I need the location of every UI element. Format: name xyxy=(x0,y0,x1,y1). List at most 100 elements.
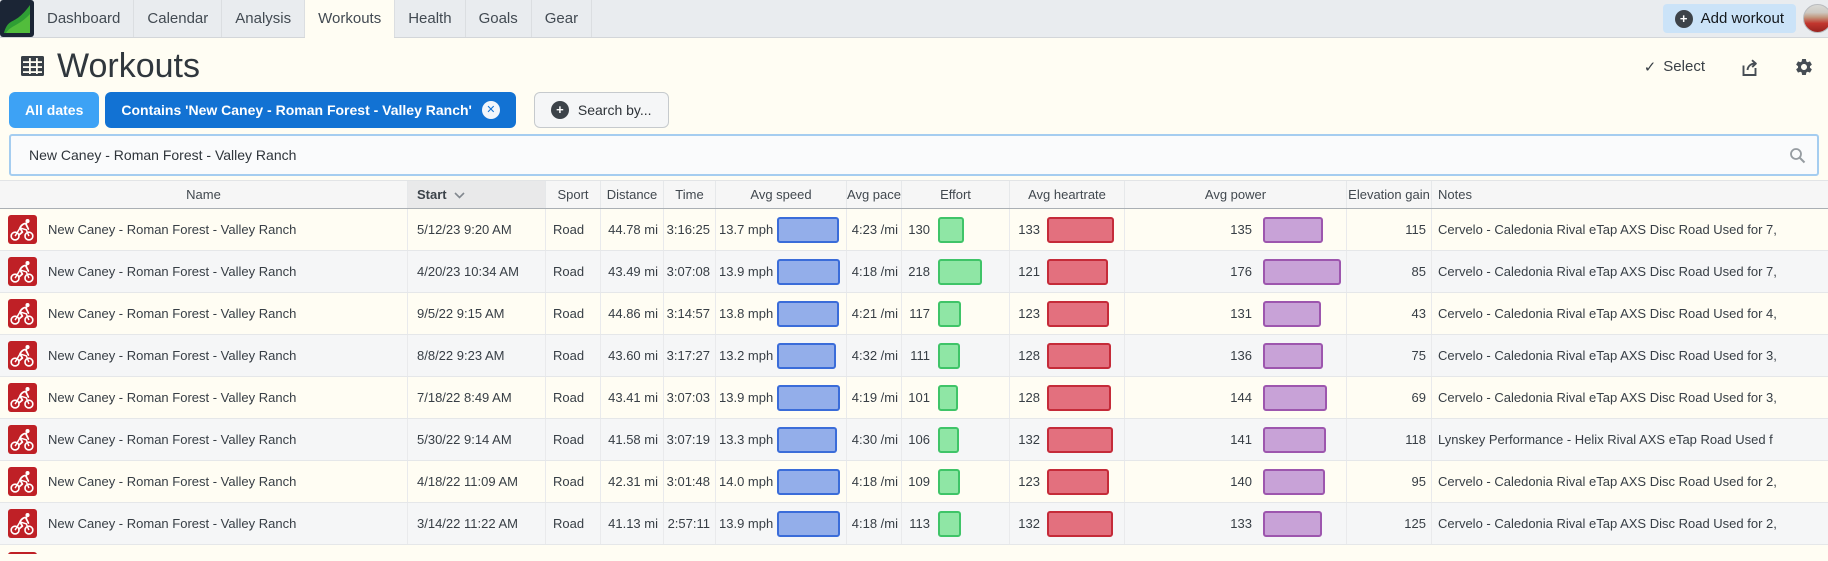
workout-time: 3:16:25 xyxy=(664,209,716,250)
column-header-effort[interactable]: Effort xyxy=(902,181,1010,208)
table-row[interactable]: New Caney - Roman Forest - Valley Ranch … xyxy=(0,335,1828,377)
workout-elevation-gain: 118 xyxy=(1347,419,1432,460)
workout-sport: Road xyxy=(546,209,601,250)
avg-power-bar xyxy=(1263,510,1322,537)
effort-value: 101 xyxy=(908,390,930,405)
table-row-partial[interactable] xyxy=(0,545,1828,554)
search-input[interactable] xyxy=(9,134,1819,176)
workout-avg-speed: 13.9 mph xyxy=(716,251,847,292)
avg-heartrate-value: 128 xyxy=(1018,390,1040,405)
table-row[interactable]: New Caney - Roman Forest - Valley Ranch … xyxy=(0,209,1828,251)
column-header-avg-power[interactable]: Avg power xyxy=(1125,181,1347,208)
column-header-avg-pace[interactable]: Avg pace xyxy=(847,181,902,208)
column-header-elevation-gain[interactable]: Elevation gain xyxy=(1347,181,1432,208)
search-by-button[interactable]: + Search by... xyxy=(533,92,669,128)
workout-elevation-gain: 85 xyxy=(1347,251,1432,292)
workout-name: New Caney - Roman Forest - Valley Ranch xyxy=(44,293,408,334)
nav-item-gear[interactable]: Gear xyxy=(532,0,593,37)
avg-power-value: 131 xyxy=(1230,306,1252,321)
workout-time: 3:07:08 xyxy=(664,251,716,292)
contains-filter-chip[interactable]: Contains 'New Caney - Roman Forest - Val… xyxy=(105,92,516,128)
workout-effort: 218 xyxy=(902,251,1010,292)
column-header-start[interactable]: Start xyxy=(408,181,546,208)
workout-avg-speed: 13.7 mph xyxy=(716,209,847,250)
avg-speed-value: 13.8 mph xyxy=(719,306,774,321)
workout-avg-heartrate: 121 xyxy=(1010,251,1125,292)
top-nav: Dashboard Calendar Analysis Workouts Hea… xyxy=(0,0,1828,38)
effort-bar xyxy=(938,342,961,369)
avg-heartrate-bar xyxy=(1047,342,1111,369)
workout-notes: Cervelo - Caledonia Rival eTap AXS Disc … xyxy=(1438,348,1777,363)
search-by-label: Search by... xyxy=(577,102,652,118)
workout-avg-pace: 4:30 /mi xyxy=(847,419,902,460)
date-filter-chip[interactable]: All dates xyxy=(9,92,100,128)
column-header-avg-speed[interactable]: Avg speed xyxy=(716,181,847,208)
workout-elevation-gain: 125 xyxy=(1347,503,1432,544)
workout-avg-power: 135 xyxy=(1125,209,1347,250)
avg-power-value: 140 xyxy=(1230,474,1252,489)
remove-filter-icon[interactable]: ✕ xyxy=(481,101,500,119)
workout-avg-speed: 13.2 mph xyxy=(716,335,847,376)
nav-item-dashboard[interactable]: Dashboard xyxy=(34,0,135,37)
workout-distance: 43.41 mi xyxy=(601,377,664,418)
select-button[interactable]: ✓ Select xyxy=(1644,58,1705,76)
workout-start: 5/30/22 9:14 AM xyxy=(408,419,546,460)
workout-sport: Road xyxy=(546,293,601,334)
avg-speed-bar xyxy=(777,342,837,369)
workout-time: 3:01:48 xyxy=(664,461,716,502)
nav-item-analysis[interactable]: Analysis xyxy=(222,0,306,37)
nav-item-workouts[interactable]: Workouts xyxy=(305,0,396,38)
workout-avg-power: 144 xyxy=(1125,377,1347,418)
column-header-time[interactable]: Time xyxy=(664,181,716,208)
avg-heartrate-bar xyxy=(1047,216,1114,243)
settings-gear-icon[interactable] xyxy=(1794,57,1814,77)
check-icon: ✓ xyxy=(1643,58,1657,76)
user-avatar[interactable] xyxy=(1803,4,1828,33)
workout-avg-pace: 4:32 /mi xyxy=(847,335,902,376)
workout-avg-power: 141 xyxy=(1125,419,1347,460)
table-row[interactable]: New Caney - Roman Forest - Valley Ranch … xyxy=(0,293,1828,335)
avg-speed-value: 13.9 mph xyxy=(719,516,774,531)
workout-avg-pace: 4:18 /mi xyxy=(847,251,902,292)
workout-avg-heartrate: 128 xyxy=(1010,335,1125,376)
table-row[interactable]: New Caney - Roman Forest - Valley Ranch … xyxy=(0,503,1828,545)
workout-avg-power: 131 xyxy=(1125,293,1347,334)
plus-circle-icon: + xyxy=(1674,9,1693,28)
nav-item-goals[interactable]: Goals xyxy=(466,0,532,37)
workout-avg-heartrate: 123 xyxy=(1010,461,1125,502)
table-row[interactable]: New Caney - Roman Forest - Valley Ranch … xyxy=(0,419,1828,461)
avg-heartrate-bar xyxy=(1047,258,1108,285)
table-row[interactable]: New Caney - Roman Forest - Valley Ranch … xyxy=(0,377,1828,419)
workout-sport: Road xyxy=(546,335,601,376)
filter-bar: All dates Contains 'New Caney - Roman Fo… xyxy=(0,92,1828,128)
cycling-sport-icon xyxy=(7,509,37,538)
table-row[interactable]: New Caney - Roman Forest - Valley Ranch … xyxy=(0,251,1828,293)
column-header-sport[interactable]: Sport xyxy=(546,181,601,208)
workout-avg-speed: 13.3 mph xyxy=(716,419,847,460)
workout-sport: Road xyxy=(546,419,601,460)
workout-time: 3:07:03 xyxy=(664,377,716,418)
avg-speed-bar xyxy=(777,300,840,327)
workout-distance: 41.58 mi xyxy=(601,419,664,460)
column-header-avg-heartrate[interactable]: Avg heartrate xyxy=(1010,181,1125,208)
workout-start: 5/12/23 9:20 AM xyxy=(408,209,546,250)
avg-power-value: 133 xyxy=(1230,516,1252,531)
add-workout-button[interactable]: + Add workout xyxy=(1662,4,1796,33)
share-export-icon[interactable] xyxy=(1739,56,1760,77)
column-header-notes[interactable]: Notes xyxy=(1438,187,1472,202)
nav-item-health[interactable]: Health xyxy=(395,0,466,37)
avg-power-bar xyxy=(1263,384,1327,411)
app-logo-icon[interactable] xyxy=(0,0,34,37)
workout-name: New Caney - Roman Forest - Valley Ranch xyxy=(44,251,408,292)
column-header-name[interactable]: Name xyxy=(0,181,408,208)
workouts-table: Name Start Sport Distance Time Avg speed… xyxy=(0,180,1828,554)
effort-value: 111 xyxy=(910,348,930,363)
avg-heartrate-bar xyxy=(1047,384,1111,411)
column-header-distance[interactable]: Distance xyxy=(601,181,664,208)
table-row[interactable]: New Caney - Roman Forest - Valley Ranch … xyxy=(0,461,1828,503)
workout-avg-pace: 4:21 /mi xyxy=(847,293,902,334)
nav-spacer xyxy=(592,0,1663,37)
workout-avg-power: 140 xyxy=(1125,461,1347,502)
workout-avg-pace: 4:18 /mi xyxy=(847,461,902,502)
nav-item-calendar[interactable]: Calendar xyxy=(134,0,223,37)
